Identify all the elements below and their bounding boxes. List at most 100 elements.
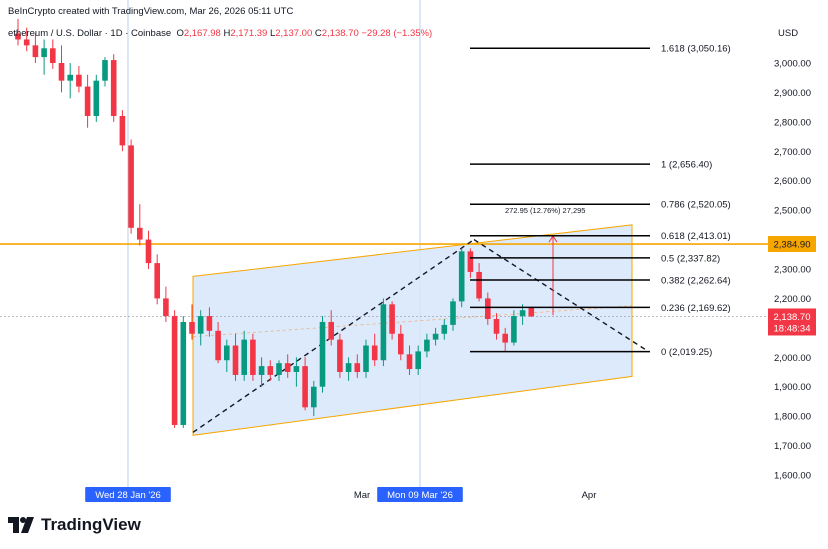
candle-body-24 <box>224 345 230 361</box>
candles <box>15 18 535 428</box>
close-value: 2,138.70 <box>321 28 359 39</box>
candle-body-34 <box>311 386 317 408</box>
x-tick-label-0: Wed 28 Jan '26 <box>95 490 161 501</box>
fib-label-6: 0.236 (2,169.62) <box>661 303 731 314</box>
candle-body-40 <box>363 345 369 372</box>
candle-body-49 <box>441 324 448 334</box>
y-tick-label-12: 2,800.00 <box>774 117 811 128</box>
candle-body-33 <box>302 366 308 408</box>
y-tick-label-14: 3,000.00 <box>774 59 811 70</box>
y-tick-label-3: 1,900.00 <box>774 382 811 393</box>
y-tick-label-7: 2,300.00 <box>774 265 811 276</box>
low-value: 2,137.00 <box>275 28 313 39</box>
candle-body-10 <box>102 60 108 81</box>
tradingview-icon <box>8 517 34 533</box>
tradingview-logo[interactable]: TradingView <box>8 515 141 535</box>
fib-levels: 1.618 (3,050.16) 1 (2,656.40) 0.786 (2,520… <box>470 44 731 358</box>
candle-body-36 <box>328 321 334 340</box>
x-tick-label-1: Mar <box>354 490 370 501</box>
candle-body-21 <box>197 316 204 334</box>
y-tick-label-13: 2,900.00 <box>774 88 811 99</box>
time-axis[interactable]: Wed 28 Jan '26 Mar Mon 09 Mar '26 Apr <box>85 487 596 502</box>
candle-body-44 <box>398 333 404 355</box>
candle-body-59 <box>528 307 535 317</box>
candle-body-35 <box>319 321 326 387</box>
candle-body-50 <box>450 301 456 325</box>
candle-body-20 <box>189 321 195 334</box>
candle-body-45 <box>406 354 413 370</box>
chart-credit: BeInCrypto created with TradingView.com,… <box>8 6 294 17</box>
fib-label-0: 1.618 (3,050.16) <box>661 44 731 55</box>
y-tick-label-10: 2,600.00 <box>774 176 811 187</box>
close-label: C <box>314 28 322 39</box>
candle-body-48 <box>432 333 439 340</box>
candle-body-7 <box>76 74 82 87</box>
candle-body-58 <box>519 310 526 317</box>
candle-body-41 <box>371 345 378 361</box>
candle-body-32 <box>293 366 300 372</box>
candle-body-31 <box>284 363 291 372</box>
measure-label: 272.95 (12.76%) 27,295 <box>505 206 585 215</box>
candle-body-13 <box>128 145 134 228</box>
candle-body-26 <box>241 339 247 375</box>
candle-body-46 <box>415 351 421 370</box>
brand-name: TradingView <box>41 515 141 534</box>
fib-label-3: 0.618 (2,413.01) <box>661 231 731 242</box>
symbol-name: ethereum / U.S. Dollar · 1D · Coinbase <box>8 28 172 39</box>
candle-body-17 <box>163 298 169 317</box>
currency-label: USD <box>778 28 799 39</box>
x-tick-label-2: Mon 09 Mar '26 <box>387 490 453 501</box>
x-tick-box-0 <box>85 487 171 502</box>
candle-body-9 <box>93 80 100 116</box>
candle-body-19 <box>180 321 187 425</box>
orange-price-tag <box>768 236 816 253</box>
candle-body-3 <box>41 48 47 58</box>
candle-body-56 <box>502 333 508 343</box>
fib-label-7: 0 (2,019.25) <box>661 347 712 358</box>
candle-body-47 <box>424 339 430 352</box>
candle-body-27 <box>250 339 256 375</box>
candle-body-11 <box>110 60 117 116</box>
candle-body-5 <box>58 63 65 81</box>
low-label: L <box>269 28 276 39</box>
open-label: O <box>176 28 184 39</box>
candle-body-43 <box>389 304 395 334</box>
x-tick-box-2 <box>377 487 463 502</box>
y-tick-label-1: 1,700.00 <box>774 441 811 452</box>
candle-body-8 <box>84 86 91 116</box>
orange-price-text: 2,384.90 <box>774 240 811 251</box>
rising-trendline <box>192 238 475 433</box>
channel-midline <box>192 305 633 338</box>
candle-body-37 <box>337 339 343 372</box>
candle-body-4 <box>50 48 56 63</box>
candle-body-38 <box>345 363 352 372</box>
candle-body-55 <box>493 319 500 334</box>
fib-label-1: 1 (2,656.40) <box>661 160 712 171</box>
y-tick-label-2: 1,800.00 <box>774 412 811 423</box>
candle-body-14 <box>137 227 143 240</box>
candle-body-16 <box>154 263 160 299</box>
overlay-lines: 272.95 (12.76%) 27,295 <box>0 206 768 433</box>
fib-label-2: 0.786 (2,520.05) <box>661 200 731 211</box>
candle-body-22 <box>206 316 213 331</box>
y-tick-label-4: 2,000.00 <box>774 353 811 364</box>
candle-body-1 <box>23 39 30 46</box>
y-tick-label-6: 2,200.00 <box>774 294 811 305</box>
change-value: −29.28 (−1.35%) <box>361 28 433 39</box>
falling-trendline <box>473 238 647 351</box>
candle-body-0 <box>15 33 21 40</box>
candle-body-29 <box>267 366 274 375</box>
y-tick-label-0: 1,600.00 <box>774 471 811 482</box>
y-tick-label-11: 2,700.00 <box>774 147 811 158</box>
candle-body-18 <box>171 316 178 425</box>
candle-body-2 <box>32 45 39 58</box>
candle-body-39 <box>354 363 361 372</box>
high-label: H <box>223 28 231 39</box>
candle-body-25 <box>232 345 239 375</box>
price-axis[interactable]: 1,600.00 1,700.00 1,800.00 1,900.00 2,000.00… <box>774 59 811 482</box>
candle-body-52 <box>467 251 474 272</box>
candle-body-28 <box>258 366 265 375</box>
y-tick-label-9: 2,500.00 <box>774 206 811 217</box>
open-value: 2,167.98 <box>183 28 221 39</box>
